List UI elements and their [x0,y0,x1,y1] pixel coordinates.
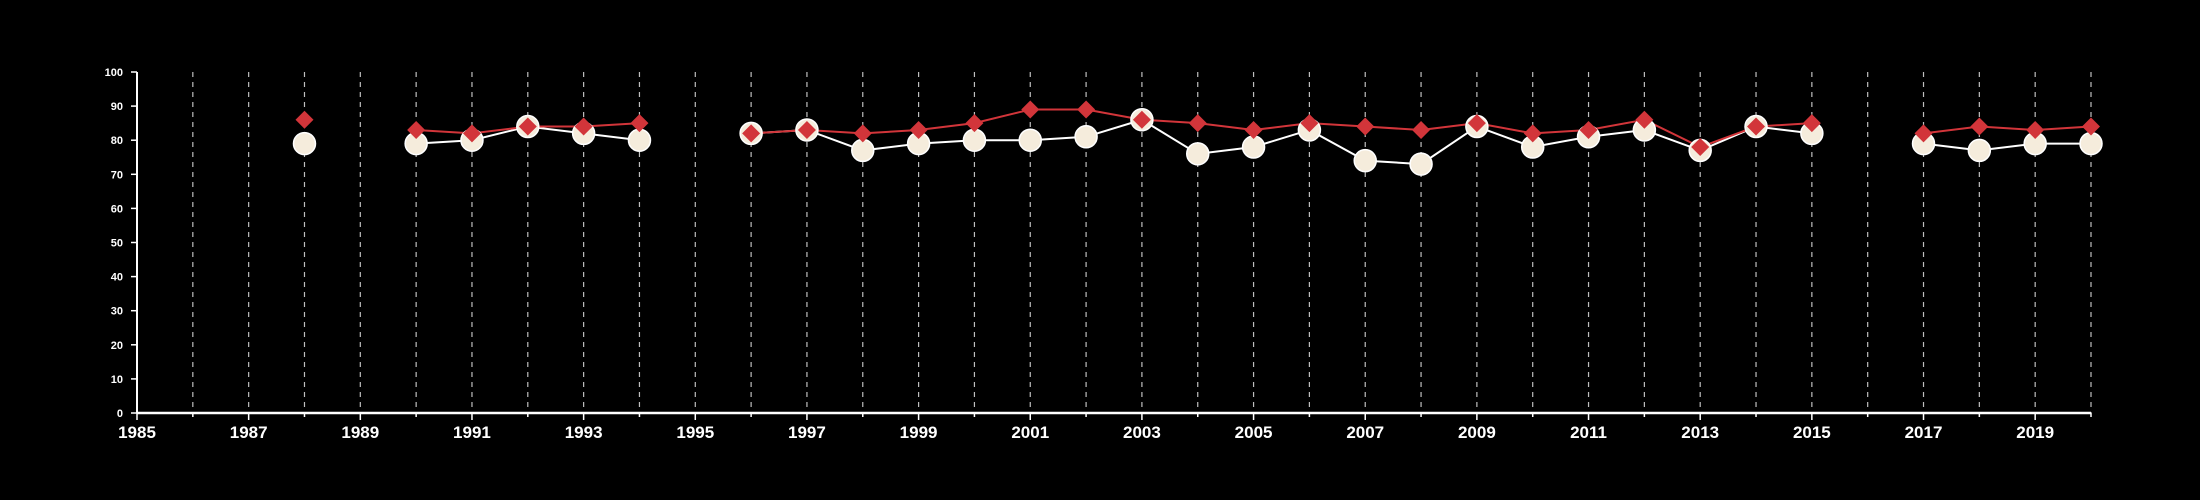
x-tick-label-2009: 2009 [1458,423,1496,442]
x-tick-label-2019: 2019 [2016,423,2054,442]
diamond-point-1999 [909,120,928,139]
diamond-point-2003 [1132,110,1151,129]
circle-point-1998 [851,138,875,163]
circle-point-2001 [1018,128,1043,152]
diamond-point-1990 [407,120,426,139]
diamond-point-2012 [1635,110,1654,129]
circle-series-line-3 [1923,142,2091,152]
diamond-point-2009 [1467,114,1486,133]
y-tick-label-60: 60 [111,203,123,215]
diamond-series-line-2 [751,108,1812,149]
diamond-point-1998 [853,124,872,143]
circle-point-1988 [292,131,317,156]
diamond-point-1997 [797,120,816,139]
diamond-point-1994 [630,114,649,133]
x-tick-label-1993: 1993 [565,423,603,442]
y-tick-label-30: 30 [111,306,123,318]
x-tick-label-1987: 1987 [230,423,268,442]
diamond-point-2011 [1579,120,1598,139]
x-tick-label-2013: 2013 [1681,423,1719,442]
x-tick-label-2005: 2005 [1235,423,1273,442]
diamond-point-2020 [2082,117,2100,136]
diamond-point-1996 [742,124,761,143]
diamond-point-2015 [1802,114,1821,133]
diamond-point-2018 [1970,117,1989,136]
y-tick-label-10: 10 [111,374,123,386]
x-tick-label-2015: 2015 [1793,423,1831,442]
diamond-point-1991 [462,124,481,143]
grid-layer [192,72,2092,413]
x-tick-label-2017: 2017 [1905,423,1943,442]
diamond-point-1988 [295,110,314,129]
diamond-point-2010 [1523,124,1542,143]
circle-point-2018 [1967,138,1992,163]
x-tick-label-2007: 2007 [1346,423,1384,442]
y-tick-label-100: 100 [105,67,123,79]
circle-point-2004 [1185,142,1210,166]
y-tick-label-90: 90 [111,101,123,113]
diamond-point-2017 [1914,124,1933,143]
x-tick-label-2001: 2001 [1011,423,1049,442]
x-tick-label-2003: 2003 [1123,423,1161,442]
diamond-point-2004 [1188,114,1207,133]
x-tick-label-1991: 1991 [453,423,491,442]
diamond-point-2002 [1077,100,1096,119]
circle-point-2002 [1074,125,1098,149]
y-tick-label-70: 70 [111,169,123,181]
y-tick-label-50: 50 [111,238,123,250]
x-tick-label-1989: 1989 [341,423,379,442]
circle-point-1994 [627,128,652,152]
x-tick-label-2011: 2011 [1570,423,1607,442]
x-tick-label-1995: 1995 [676,423,714,442]
diamond-point-2007 [1356,117,1375,136]
series-layer [292,100,2103,176]
diamond-point-1993 [574,117,593,136]
diamond-point-2008 [1412,120,1431,139]
circle-point-2007 [1353,148,1377,173]
circle-point-2008 [1409,152,1433,176]
diamond-point-2014 [1747,117,1766,136]
diamond-point-1992 [518,117,537,136]
circle-point-2020 [2079,131,2103,156]
circle-point-2000 [962,128,987,152]
x-tick-label-1999: 1999 [900,423,938,442]
circle-point-2005 [1241,135,1266,159]
diamond-point-2000 [965,114,984,133]
diamond-point-2019 [2026,120,2045,139]
y-tick-label-80: 80 [111,135,123,147]
diamond-point-2005 [1244,120,1263,139]
y-tick-label-20: 20 [111,340,123,352]
y-tick-label-40: 40 [111,272,123,284]
diamond-series-line-3 [1923,125,2092,135]
x-tick-label-1985: 1985 [118,423,156,442]
y-tick-label-0: 0 [117,408,123,420]
x-tick-label-1997: 1997 [788,423,826,442]
axis-layer: 0 10 20 30 40 50 60 70 80 90 100 1985 1987 1989 1991 19… [105,67,2092,442]
diamond-point-2001 [1021,100,1040,119]
diamond-point-2006 [1300,114,1319,133]
diamond-point-2013 [1691,138,1710,157]
